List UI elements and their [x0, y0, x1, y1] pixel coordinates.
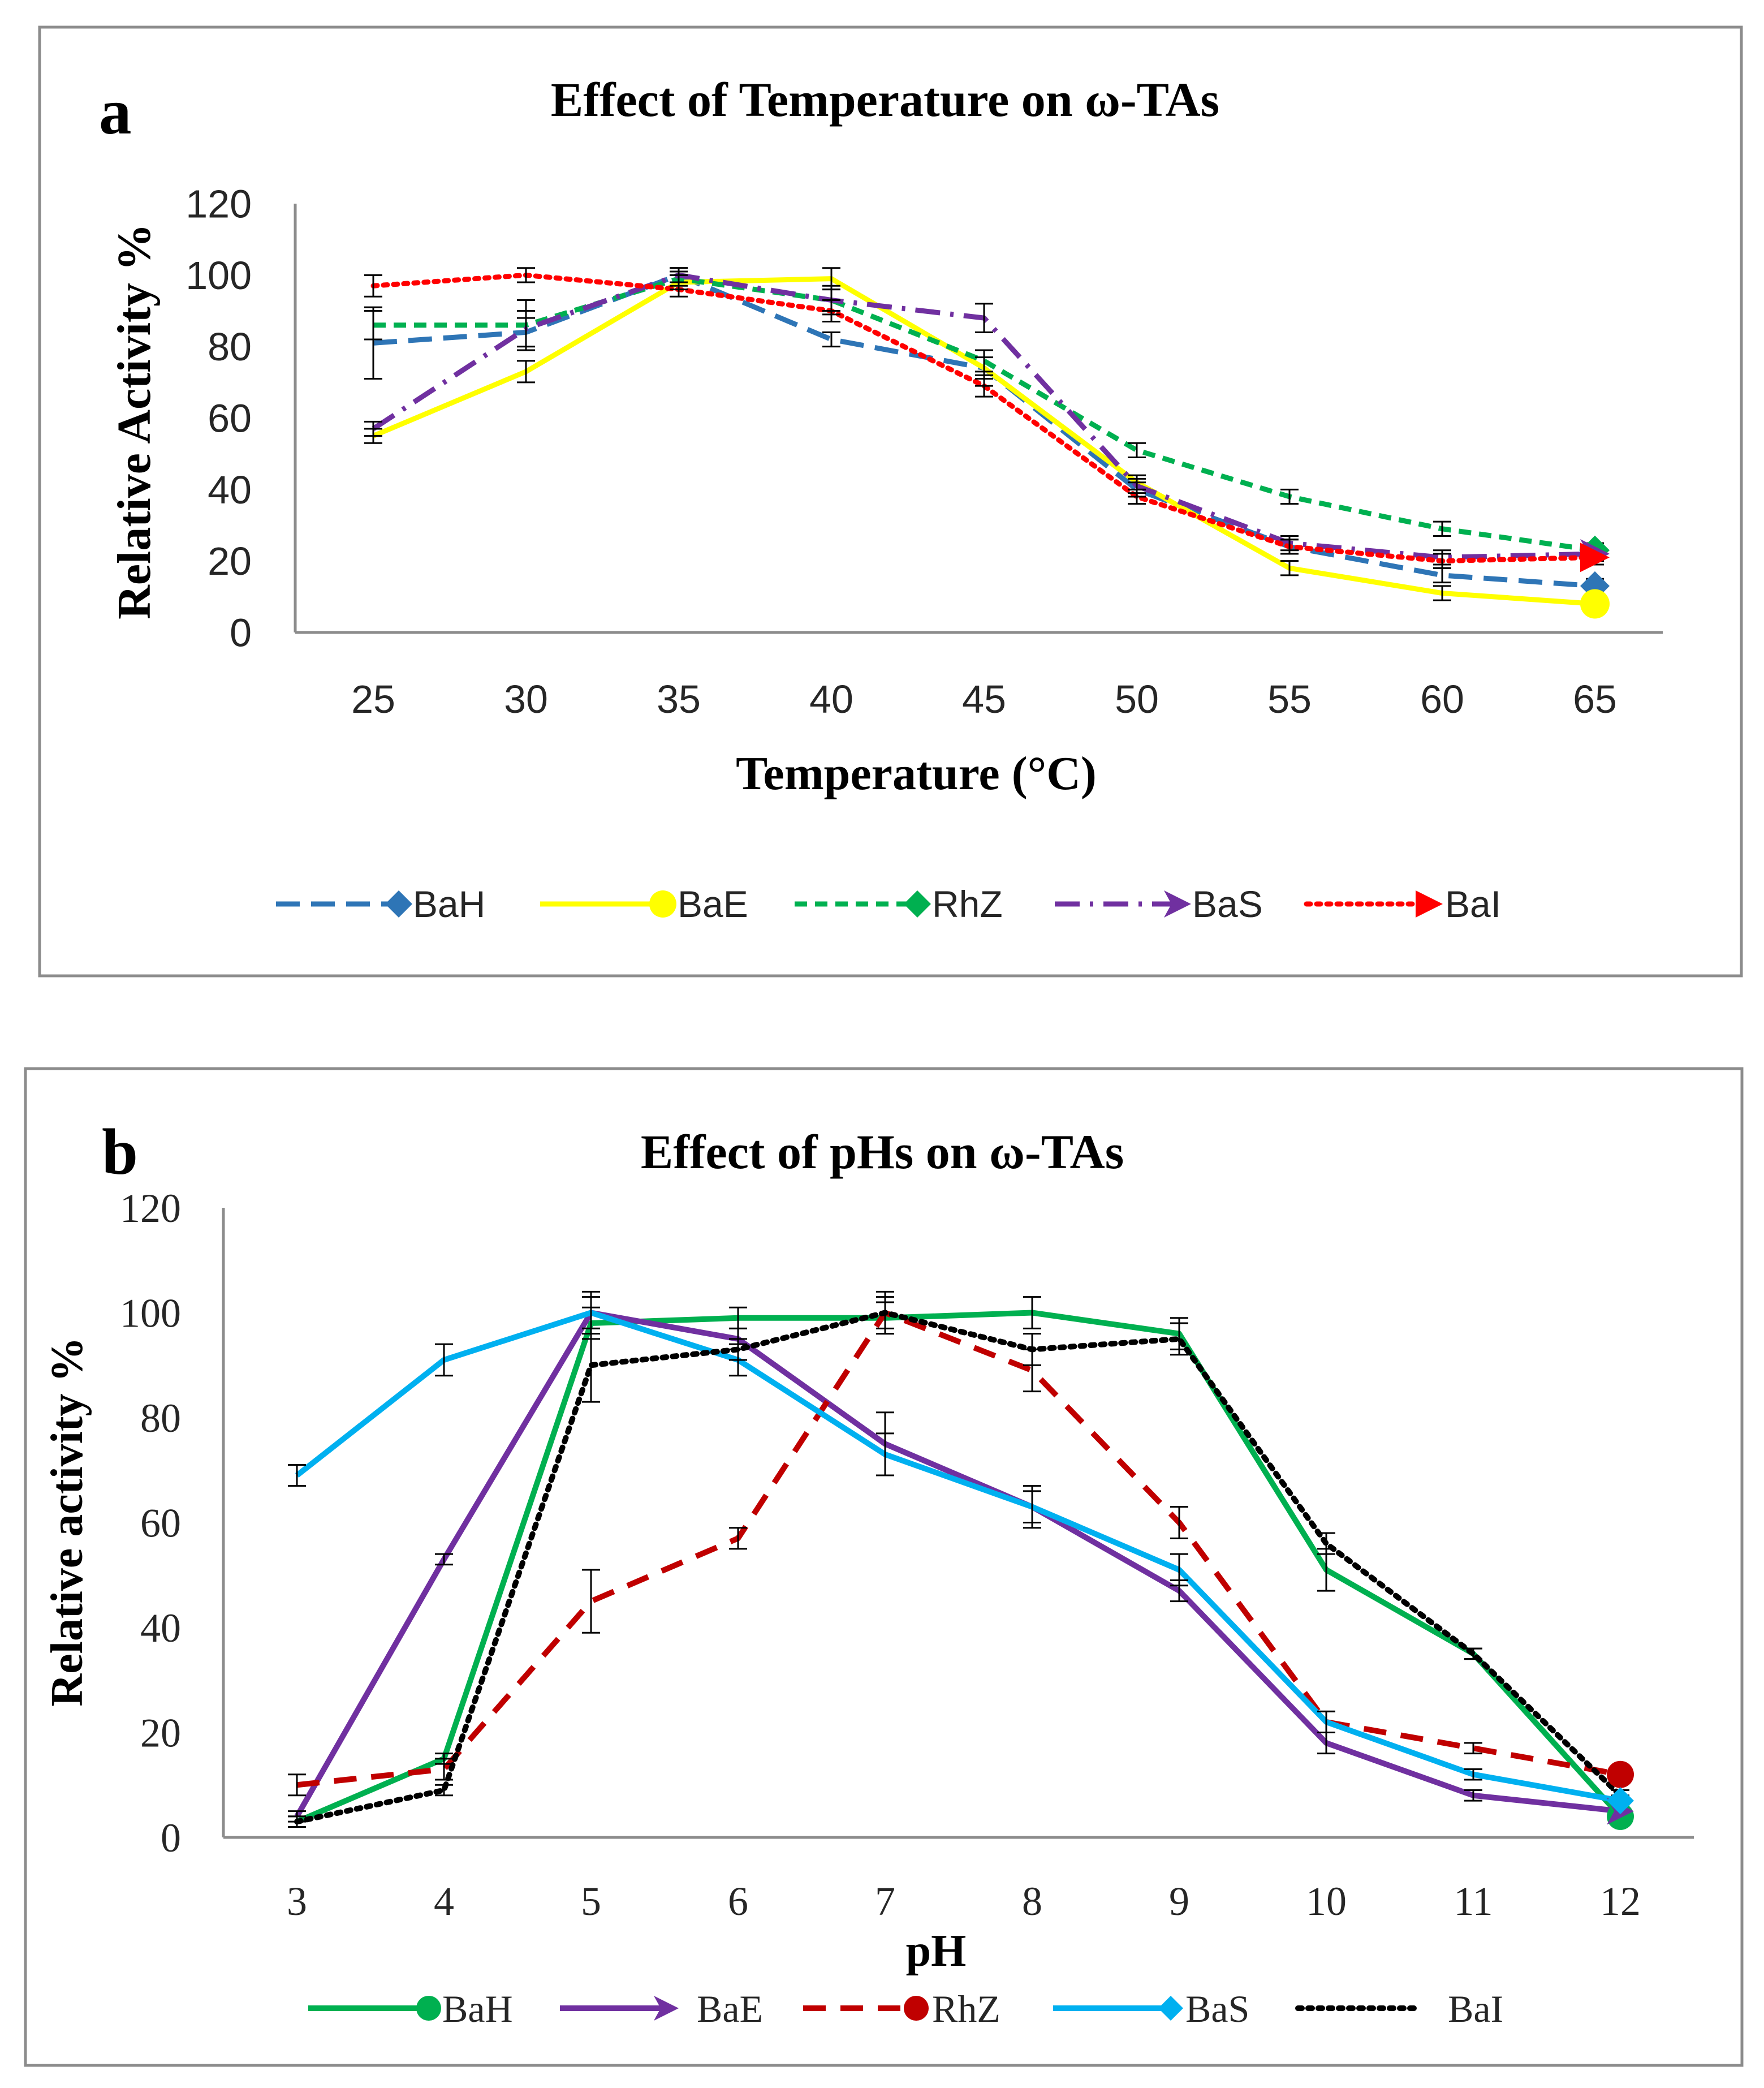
- x-tick-label: 35: [657, 677, 701, 721]
- x-axis-title: pH: [906, 1926, 967, 1976]
- legend-item-bai: BaI: [1304, 883, 1501, 925]
- x-tick-label: 60: [1420, 677, 1464, 721]
- y-tick-label: 80: [208, 325, 252, 369]
- chart-a: 0 20 40 60 80 100 120 25 30 35 40 45 50 55 60 65 Tempera…: [108, 182, 1663, 925]
- y-tick-label: 100: [186, 253, 252, 298]
- legend-marker-bas: [1158, 1996, 1183, 2021]
- x-tick-label: 30: [504, 677, 548, 721]
- data-point-marker-bas: [1607, 1787, 1634, 1815]
- legend-label-rhz: RhZ: [932, 1987, 1000, 2030]
- legend-marker-bai: [1416, 890, 1443, 918]
- series-bae: [294, 1310, 1621, 1818]
- legend-marker-bah: [385, 890, 412, 918]
- y-tick-label: 120: [120, 1186, 181, 1231]
- x-tick-label: 7: [875, 1879, 895, 1924]
- x-tick-label: 10: [1306, 1879, 1347, 1924]
- panel-a-label: a: [99, 76, 132, 148]
- x-tick-label: 5: [581, 1879, 601, 1924]
- y-tick-label: 80: [140, 1396, 181, 1441]
- x-tick-label: 25: [351, 677, 395, 721]
- y-tick-label: 0: [161, 1815, 181, 1861]
- legend: BaH BaE RhZ BaS BaI: [276, 883, 1501, 925]
- data-point-marker-bai: [1580, 543, 1610, 572]
- x-tick-label: 40: [809, 677, 853, 721]
- legend-item-bai: BaI: [1295, 1987, 1503, 2030]
- y-axis-title: Relative Activity %: [108, 223, 161, 619]
- series-rhz: [373, 276, 1595, 553]
- series-line-bah: [296, 1310, 1623, 1824]
- y-tick-label: 20: [140, 1711, 181, 1756]
- legend-marker-bae: [654, 1996, 679, 2021]
- series-line-rhz: [296, 1310, 1621, 1788]
- legend-label-bas: BaS: [1185, 1987, 1249, 2030]
- legend-marker-bas: [1164, 890, 1191, 918]
- x-tick-label: 9: [1169, 1879, 1189, 1924]
- series-bah: [296, 1310, 1623, 1824]
- legend-label-bah: BaH: [442, 1987, 513, 2030]
- y-tick-label: 120: [186, 182, 252, 226]
- x-tick-label: 8: [1022, 1879, 1042, 1924]
- series-bai: [294, 1310, 1623, 1825]
- y-axis-title: Relative activity %: [42, 1337, 92, 1706]
- series-rhz: [296, 1310, 1621, 1788]
- y-tick-label: 40: [140, 1605, 181, 1651]
- legend-item-bah: BaH: [308, 1987, 513, 2030]
- legend-label-bai: BaI: [1448, 1987, 1503, 2030]
- legend-marker-rhz: [904, 890, 931, 918]
- panel-b-label: b: [102, 1116, 138, 1188]
- legend-label-bai: BaI: [1445, 883, 1501, 925]
- y-tick-label: 40: [208, 468, 252, 512]
- legend-item-rhz: RhZ: [795, 883, 1003, 925]
- legend-label-bas: BaS: [1192, 883, 1263, 925]
- y-tick-label: 100: [120, 1291, 181, 1336]
- x-tick-label: 65: [1573, 677, 1617, 721]
- legend-item-bae: BaE: [540, 883, 748, 925]
- panel-b-frame: [24, 1067, 1744, 2067]
- y-tick-label: 60: [208, 397, 252, 441]
- legend: BaH BaE RhZ BaS BaI: [308, 1987, 1503, 2030]
- legend-item-bas: BaS: [1053, 1987, 1249, 2030]
- chart-b: 0 20 40 60 80 100 120 3 4 5 6 7 8 9 10 11 12 pH Relative a…: [42, 1186, 1694, 2030]
- panel-a-frame: [38, 25, 1743, 978]
- y-tick-label: 20: [208, 539, 252, 583]
- legend-item-bae: BaE: [560, 1987, 763, 2030]
- x-tick-label: 45: [962, 677, 1006, 721]
- legend-label-bah: BaH: [413, 883, 485, 925]
- legend-marker-rhz: [904, 1996, 929, 2021]
- data-point-marker-rhz: [1607, 1760, 1634, 1788]
- x-tick-label: 11: [1454, 1879, 1493, 1924]
- legend-label-bae: BaE: [697, 1987, 763, 2030]
- series-bas: [295, 1310, 1621, 1803]
- data-point-marker-bae: [1580, 589, 1610, 619]
- panel-a-title: Effect of Temperature on ω-TAs: [551, 72, 1219, 127]
- legend-marker-bae: [649, 890, 676, 918]
- legend-item-bas: BaS: [1055, 883, 1263, 925]
- x-tick-label: 12: [1600, 1879, 1641, 1924]
- x-tick-label: 50: [1115, 677, 1159, 721]
- y-tick-label: 0: [230, 611, 252, 655]
- error-bars-bai: [288, 1296, 1629, 1828]
- series-line-bai: [294, 1310, 1623, 1825]
- legend-label-bae: BaE: [678, 883, 748, 925]
- legend-label-rhz: RhZ: [932, 883, 1003, 925]
- legend-item-bah: BaH: [276, 883, 485, 925]
- x-tick-label: 4: [434, 1879, 454, 1924]
- legend-item-rhz: RhZ: [803, 1987, 1000, 2030]
- x-tick-label: 55: [1267, 677, 1312, 721]
- panel-b-title: Effect of pHs on ω-TAs: [641, 1125, 1124, 1179]
- x-axis-title: Temperature (°C): [736, 747, 1097, 800]
- x-tick-label: 6: [728, 1879, 748, 1924]
- x-tick-label: 3: [287, 1879, 307, 1924]
- series-line-bas: [295, 1310, 1621, 1803]
- series-line-rhz: [373, 276, 1595, 553]
- y-tick-label: 60: [140, 1501, 181, 1546]
- series-line-bae: [294, 1310, 1621, 1818]
- legend-marker-bah: [416, 1996, 441, 2021]
